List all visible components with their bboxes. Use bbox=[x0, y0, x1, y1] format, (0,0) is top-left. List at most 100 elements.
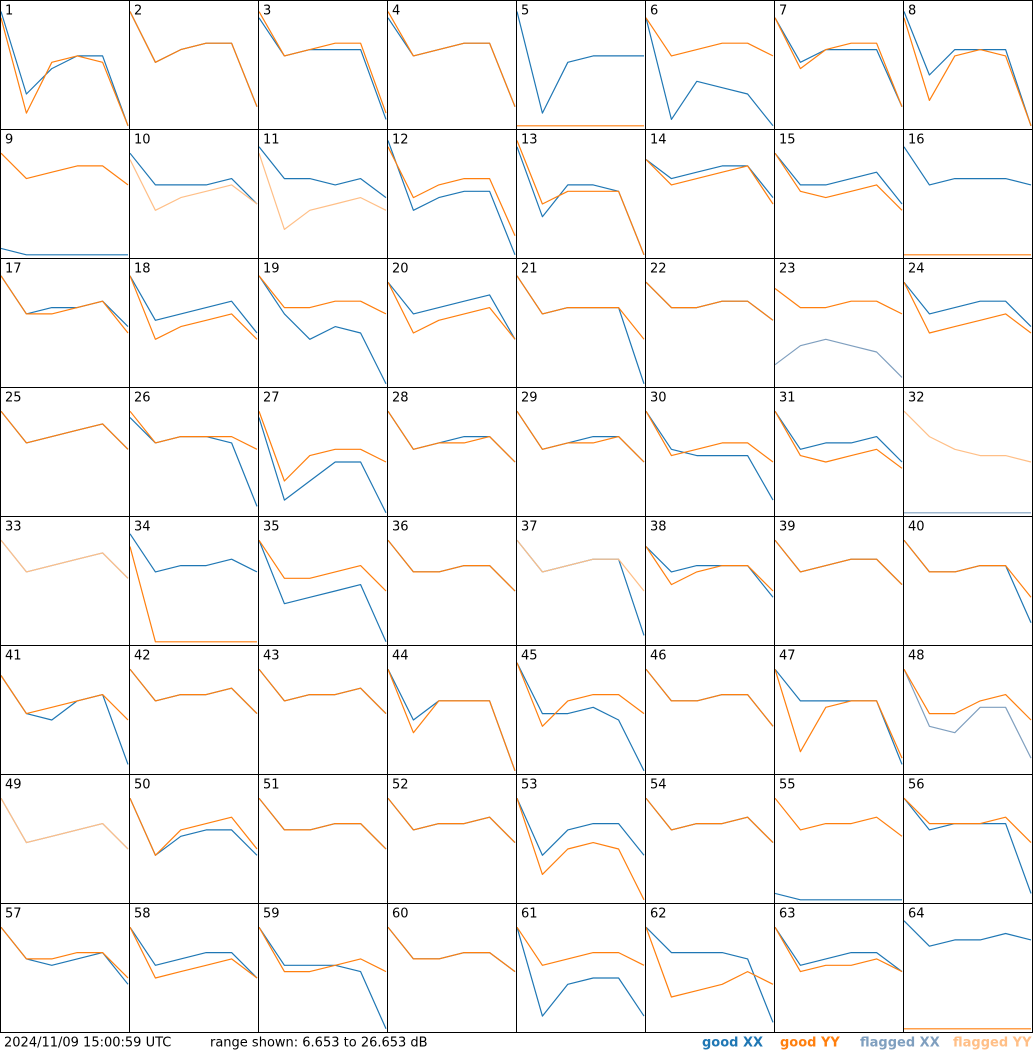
xx-spectrum bbox=[517, 927, 645, 1017]
panel-plot bbox=[259, 11, 387, 120]
panel bbox=[516, 0, 646, 130]
yy-spectrum bbox=[130, 159, 258, 211]
panel-label: 28 bbox=[392, 391, 409, 406]
yy-spectrum bbox=[646, 926, 774, 998]
panel bbox=[774, 0, 904, 130]
panel-label: 55 bbox=[779, 778, 796, 793]
panel bbox=[645, 516, 775, 646]
yy-spectrum bbox=[904, 17, 1032, 127]
panel bbox=[387, 645, 517, 775]
panel bbox=[516, 903, 646, 1033]
panel-plot bbox=[775, 926, 903, 973]
panel-plot bbox=[646, 546, 774, 598]
range-label: range shown: 6.653 to 26.653 dB bbox=[210, 1036, 428, 1051]
panel-label: 5 bbox=[521, 4, 529, 19]
yy-spectrum bbox=[517, 798, 645, 901]
yy-spectrum bbox=[130, 926, 258, 979]
panel bbox=[903, 645, 1033, 775]
yy-spectrum bbox=[388, 11, 516, 107]
panel-plot bbox=[775, 797, 903, 901]
yy-spectrum bbox=[646, 668, 774, 727]
panel-label: 51 bbox=[263, 778, 280, 793]
panel-plot bbox=[517, 410, 645, 463]
panel-plot bbox=[130, 926, 258, 979]
panel-label: 35 bbox=[263, 520, 280, 535]
panel-plot bbox=[517, 275, 645, 384]
panel-plot bbox=[517, 140, 645, 256]
panel-label: 52 bbox=[392, 778, 409, 793]
xx-spectrum bbox=[646, 410, 774, 501]
panel-label: 31 bbox=[779, 391, 796, 406]
yy-spectrum bbox=[517, 539, 645, 592]
yy-spectrum bbox=[775, 288, 903, 315]
panel-label: 6 bbox=[650, 4, 658, 19]
panel bbox=[0, 129, 130, 259]
panel bbox=[129, 516, 259, 646]
legend-entry: good XX bbox=[702, 1036, 763, 1051]
panel-plot bbox=[775, 539, 903, 586]
panel bbox=[0, 0, 130, 130]
yy-spectrum bbox=[517, 140, 645, 256]
panel-label: 38 bbox=[650, 520, 667, 535]
panel-label: 14 bbox=[650, 133, 667, 148]
panel-label: 39 bbox=[779, 520, 796, 535]
panel-label: 20 bbox=[392, 262, 409, 277]
panel bbox=[774, 645, 904, 775]
yy-spectrum bbox=[259, 11, 387, 114]
panel bbox=[258, 129, 388, 259]
panel bbox=[516, 774, 646, 904]
panel-label: 4 bbox=[392, 4, 400, 19]
yy-spectrum bbox=[904, 539, 1032, 598]
panel bbox=[0, 387, 130, 517]
yy-spectrum bbox=[259, 410, 387, 482]
panel-plot bbox=[388, 668, 516, 772]
yy-spectrum bbox=[259, 539, 387, 592]
panel-label: 18 bbox=[134, 262, 151, 277]
panel bbox=[258, 645, 388, 775]
xx-spectrum bbox=[646, 926, 774, 1023]
panel-plot bbox=[775, 288, 903, 378]
timestamp: 2024/11/09 15:00:59 UTC bbox=[4, 1036, 171, 1051]
panel-label: 34 bbox=[134, 520, 151, 535]
xx-spectrum bbox=[775, 338, 903, 378]
panel-plot bbox=[259, 146, 387, 230]
panel-label: 10 bbox=[134, 133, 151, 148]
panel-label: 36 bbox=[392, 520, 409, 535]
yy-spectrum bbox=[1, 797, 129, 850]
panel-label: 61 bbox=[521, 907, 538, 922]
panel-label: 1 bbox=[5, 4, 13, 19]
panel-plot bbox=[130, 152, 258, 211]
yy-spectrum bbox=[517, 926, 645, 966]
panel-plot bbox=[646, 17, 774, 127]
xx-spectrum bbox=[775, 410, 903, 463]
panel-plot bbox=[904, 668, 1032, 759]
xx-spectrum bbox=[646, 17, 774, 127]
panel-plot bbox=[130, 533, 258, 643]
panel-plot bbox=[1, 275, 129, 334]
panel bbox=[387, 903, 517, 1033]
panel-label: 54 bbox=[650, 778, 667, 793]
panel-label: 21 bbox=[521, 262, 538, 277]
yy-spectrum bbox=[904, 281, 1032, 334]
panel bbox=[645, 258, 775, 388]
panel-plot bbox=[1, 539, 129, 579]
xx-spectrum bbox=[130, 533, 258, 573]
panel-label: 44 bbox=[392, 649, 409, 664]
panel-label: 63 bbox=[779, 907, 796, 922]
panel bbox=[129, 645, 259, 775]
yy-spectrum bbox=[904, 410, 1032, 463]
panel-label: 9 bbox=[5, 133, 13, 148]
yy-spectrum bbox=[259, 797, 387, 850]
panel-plot bbox=[646, 926, 774, 1023]
xx-spectrum bbox=[259, 417, 387, 514]
panel-plot bbox=[130, 668, 258, 715]
panel bbox=[516, 516, 646, 646]
yy-spectrum bbox=[130, 410, 258, 450]
yy-spectrum bbox=[1, 410, 129, 450]
panel bbox=[387, 0, 517, 130]
panel-plot bbox=[775, 17, 903, 107]
panel-plot bbox=[1, 152, 129, 256]
yy-spectrum bbox=[130, 275, 258, 340]
panel-plot bbox=[1, 675, 129, 765]
panel bbox=[774, 387, 904, 517]
